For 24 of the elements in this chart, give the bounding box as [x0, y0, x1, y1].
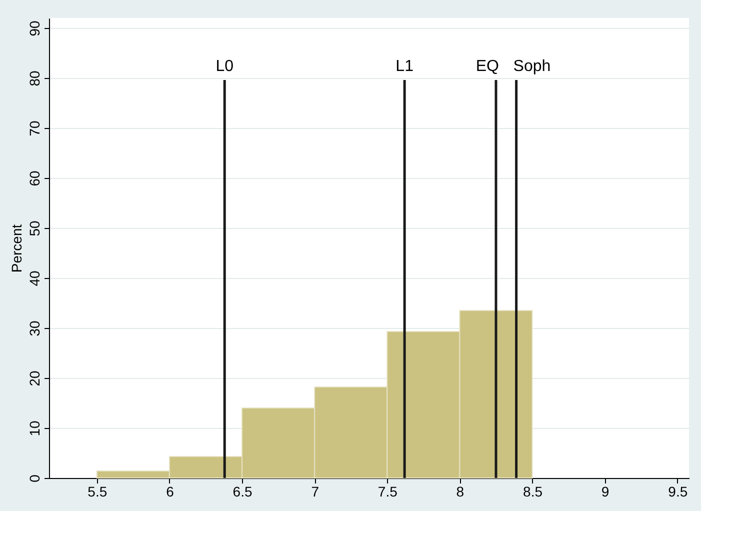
y-tick-label: 90	[26, 20, 42, 36]
y-axis-title: Percent	[8, 224, 24, 273]
x-tick-label: 8.5	[523, 484, 543, 500]
ref-line-label: Soph	[513, 58, 551, 75]
ref-line-label: EQ	[476, 58, 499, 75]
x-tick-label: 7	[311, 484, 320, 500]
y-tick-label: 0	[26, 474, 42, 482]
y-tick-label: 30	[26, 320, 42, 336]
x-tick-label: 9	[601, 484, 610, 500]
y-tick-label: 70	[26, 120, 42, 136]
x-tick-label: 9.5	[668, 484, 688, 500]
x-tick-label: 6	[166, 484, 174, 500]
y-tick-label: 60	[26, 170, 42, 186]
y-tick-label: 40	[26, 270, 42, 286]
y-tick-label: 80	[26, 70, 42, 86]
y-tick-label: 10	[26, 420, 42, 436]
ref-line-label: L1	[396, 58, 414, 75]
x-tick-label: 5.5	[88, 484, 108, 500]
y-tick-label: 20	[26, 370, 42, 386]
x-tick-label: 7.5	[378, 484, 398, 500]
x-tick-label: 8	[456, 484, 464, 500]
y-tick-label: 50	[26, 220, 42, 236]
x-tick-label: 6.5	[232, 484, 252, 500]
ref-line-label: L0	[216, 58, 234, 75]
